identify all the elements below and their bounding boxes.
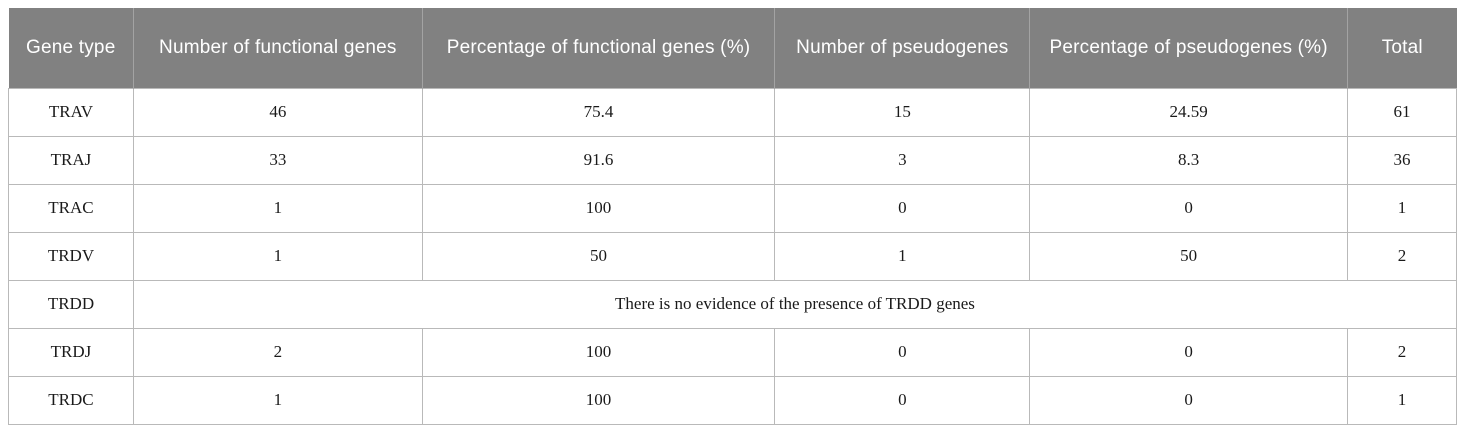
table-cell: 0: [1029, 327, 1349, 377]
table-cell: 100: [421, 375, 776, 425]
table-cell: 2: [1347, 327, 1457, 377]
table-cell: 100: [421, 183, 776, 233]
table-body: TRAV 46 75.4 15 24.59 61 TRAJ 33 91.6 3 …: [8, 87, 1458, 425]
table-cell: 1: [132, 231, 423, 281]
table-cell: 15: [774, 87, 1031, 137]
table-cell: 50: [1029, 231, 1349, 281]
table-row-trdv: TRDV 1 50 1 50 2: [8, 231, 1457, 281]
table-row-trac: TRAC 1 100 0 0 1: [8, 183, 1457, 233]
merged-note-cell: There is no evidence of the presence of …: [132, 279, 1458, 329]
table-cell: 50: [421, 231, 776, 281]
table-cell: 0: [774, 183, 1031, 233]
table-row-trdc: TRDC 1 100 0 0 1: [8, 375, 1457, 425]
table-cell: 1: [1347, 375, 1457, 425]
gene-type-cell: TRAJ: [8, 135, 134, 185]
column-header-functional-genes-pct: Percentage of functional genes (%): [422, 8, 776, 88]
gene-type-cell: TRAV: [8, 87, 134, 137]
gene-type-cell: TRDC: [8, 375, 134, 425]
table-cell: 0: [774, 375, 1031, 425]
table-cell: 33: [132, 135, 423, 185]
table-cell: 1: [1347, 183, 1457, 233]
gene-type-cell: TRAC: [8, 183, 134, 233]
column-header-pseudogenes-pct: Percentage of pseudogenes (%): [1029, 8, 1349, 88]
table-cell: 1: [774, 231, 1031, 281]
table-cell: 2: [1347, 231, 1457, 281]
table-row-trdd: TRDD There is no evidence of the presenc…: [8, 279, 1458, 329]
table-header: Gene type Number of functional genes Per…: [8, 8, 1457, 88]
table-cell: 100: [421, 327, 776, 377]
table-cell: 36: [1347, 135, 1457, 185]
gene-type-cell: TRDD: [8, 279, 134, 329]
table-cell: 0: [1029, 183, 1349, 233]
table-cell: 61: [1347, 87, 1457, 137]
column-header-gene-type: Gene type: [8, 8, 134, 88]
table-cell: 24.59: [1029, 87, 1349, 137]
table-cell: 0: [774, 327, 1031, 377]
gene-table: Gene type Number of functional genes Per…: [8, 8, 1458, 425]
table-row-trav: TRAV 46 75.4 15 24.59 61: [8, 87, 1457, 137]
table-cell: 1: [132, 183, 423, 233]
table-row-traj: TRAJ 33 91.6 3 8.3 36: [8, 135, 1457, 185]
column-header-total: Total: [1347, 8, 1457, 88]
table-cell: 2: [132, 327, 423, 377]
table-cell: 75.4: [421, 87, 776, 137]
header-row: Gene type Number of functional genes Per…: [8, 8, 1457, 88]
table-cell: 8.3: [1029, 135, 1349, 185]
gene-type-cell: TRDJ: [8, 327, 134, 377]
table-cell: 91.6: [421, 135, 776, 185]
column-header-functional-genes: Number of functional genes: [133, 8, 423, 88]
table-cell: 46: [132, 87, 423, 137]
gene-type-cell: TRDV: [8, 231, 134, 281]
table-row-trdj: TRDJ 2 100 0 0 2: [8, 327, 1457, 377]
table-cell: 3: [774, 135, 1031, 185]
table-cell: 0: [1029, 375, 1349, 425]
table-cell: 1: [132, 375, 423, 425]
column-header-pseudogenes: Number of pseudogenes: [774, 8, 1031, 88]
